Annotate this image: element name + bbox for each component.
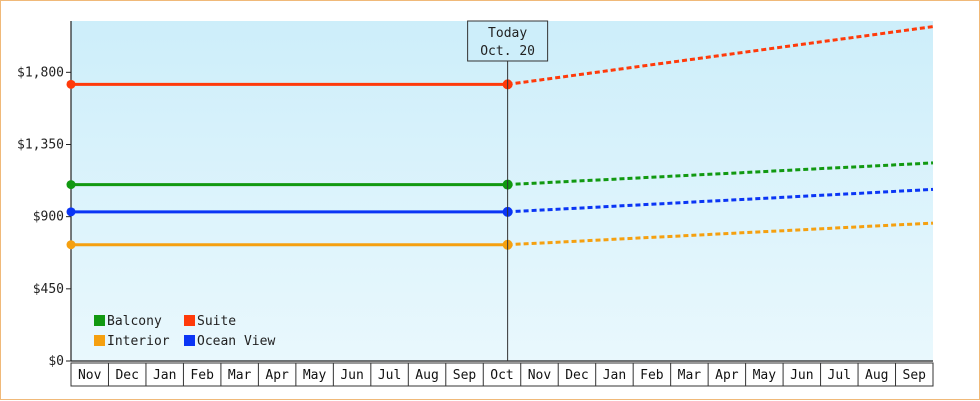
month-label: May [303,368,327,383]
today-date: Oct. 20 [480,44,535,59]
month-axis-strip [70,362,934,387]
series-forecast-line-interior [507,221,934,247]
plot-area [71,21,933,361]
month-label: Dec [115,368,138,383]
legend-label: Balcony [107,314,162,329]
month-label: Mar [678,368,702,383]
month-label: Jun [790,368,813,383]
month-label: Mar [228,368,252,383]
y-tick-label: $1,800 [17,65,64,80]
month-label: Apr [715,368,739,383]
legend-swatch-suite [184,315,195,326]
month-label: Aug [865,368,888,383]
month-label: Sep [453,368,477,383]
month-label: May [753,368,777,383]
series-forecast-line-balcony [507,161,934,187]
series-start-point [66,207,76,217]
month-label: Aug [415,368,438,383]
today-callout [467,20,549,62]
y-tick-label: $0 [48,354,64,369]
month-label: Sep [903,368,927,383]
y-tick-label: $1,350 [17,137,64,152]
series-start-point [66,79,76,89]
month-label: Feb [190,368,214,383]
month-label: Jul [378,368,401,383]
legend-label: Suite [197,314,236,329]
series-forecast-line-ocean-view [507,187,934,214]
legend-swatch-balcony [94,315,105,326]
month-label: Apr [265,368,289,383]
y-tick-label: $900 [33,210,64,225]
month-label: Nov [78,368,102,383]
series-start-point [66,180,76,190]
today-label: Today [488,26,527,41]
month-label: Jul [828,368,851,383]
month-label: Jun [340,368,363,383]
legend-swatch-ocean-view [184,335,195,346]
legend-label: Ocean View [197,334,275,349]
legend-label: Interior [107,334,170,349]
month-label: Feb [640,368,664,383]
month-label: Oct [490,368,513,383]
series-start-point [66,240,76,250]
month-label: Dec [565,368,588,383]
month-label: Jan [153,368,176,383]
month-label: Jan [603,368,626,383]
month-label: Nov [528,368,552,383]
legend-swatch-interior [94,335,105,346]
y-tick-label: $450 [33,282,64,297]
